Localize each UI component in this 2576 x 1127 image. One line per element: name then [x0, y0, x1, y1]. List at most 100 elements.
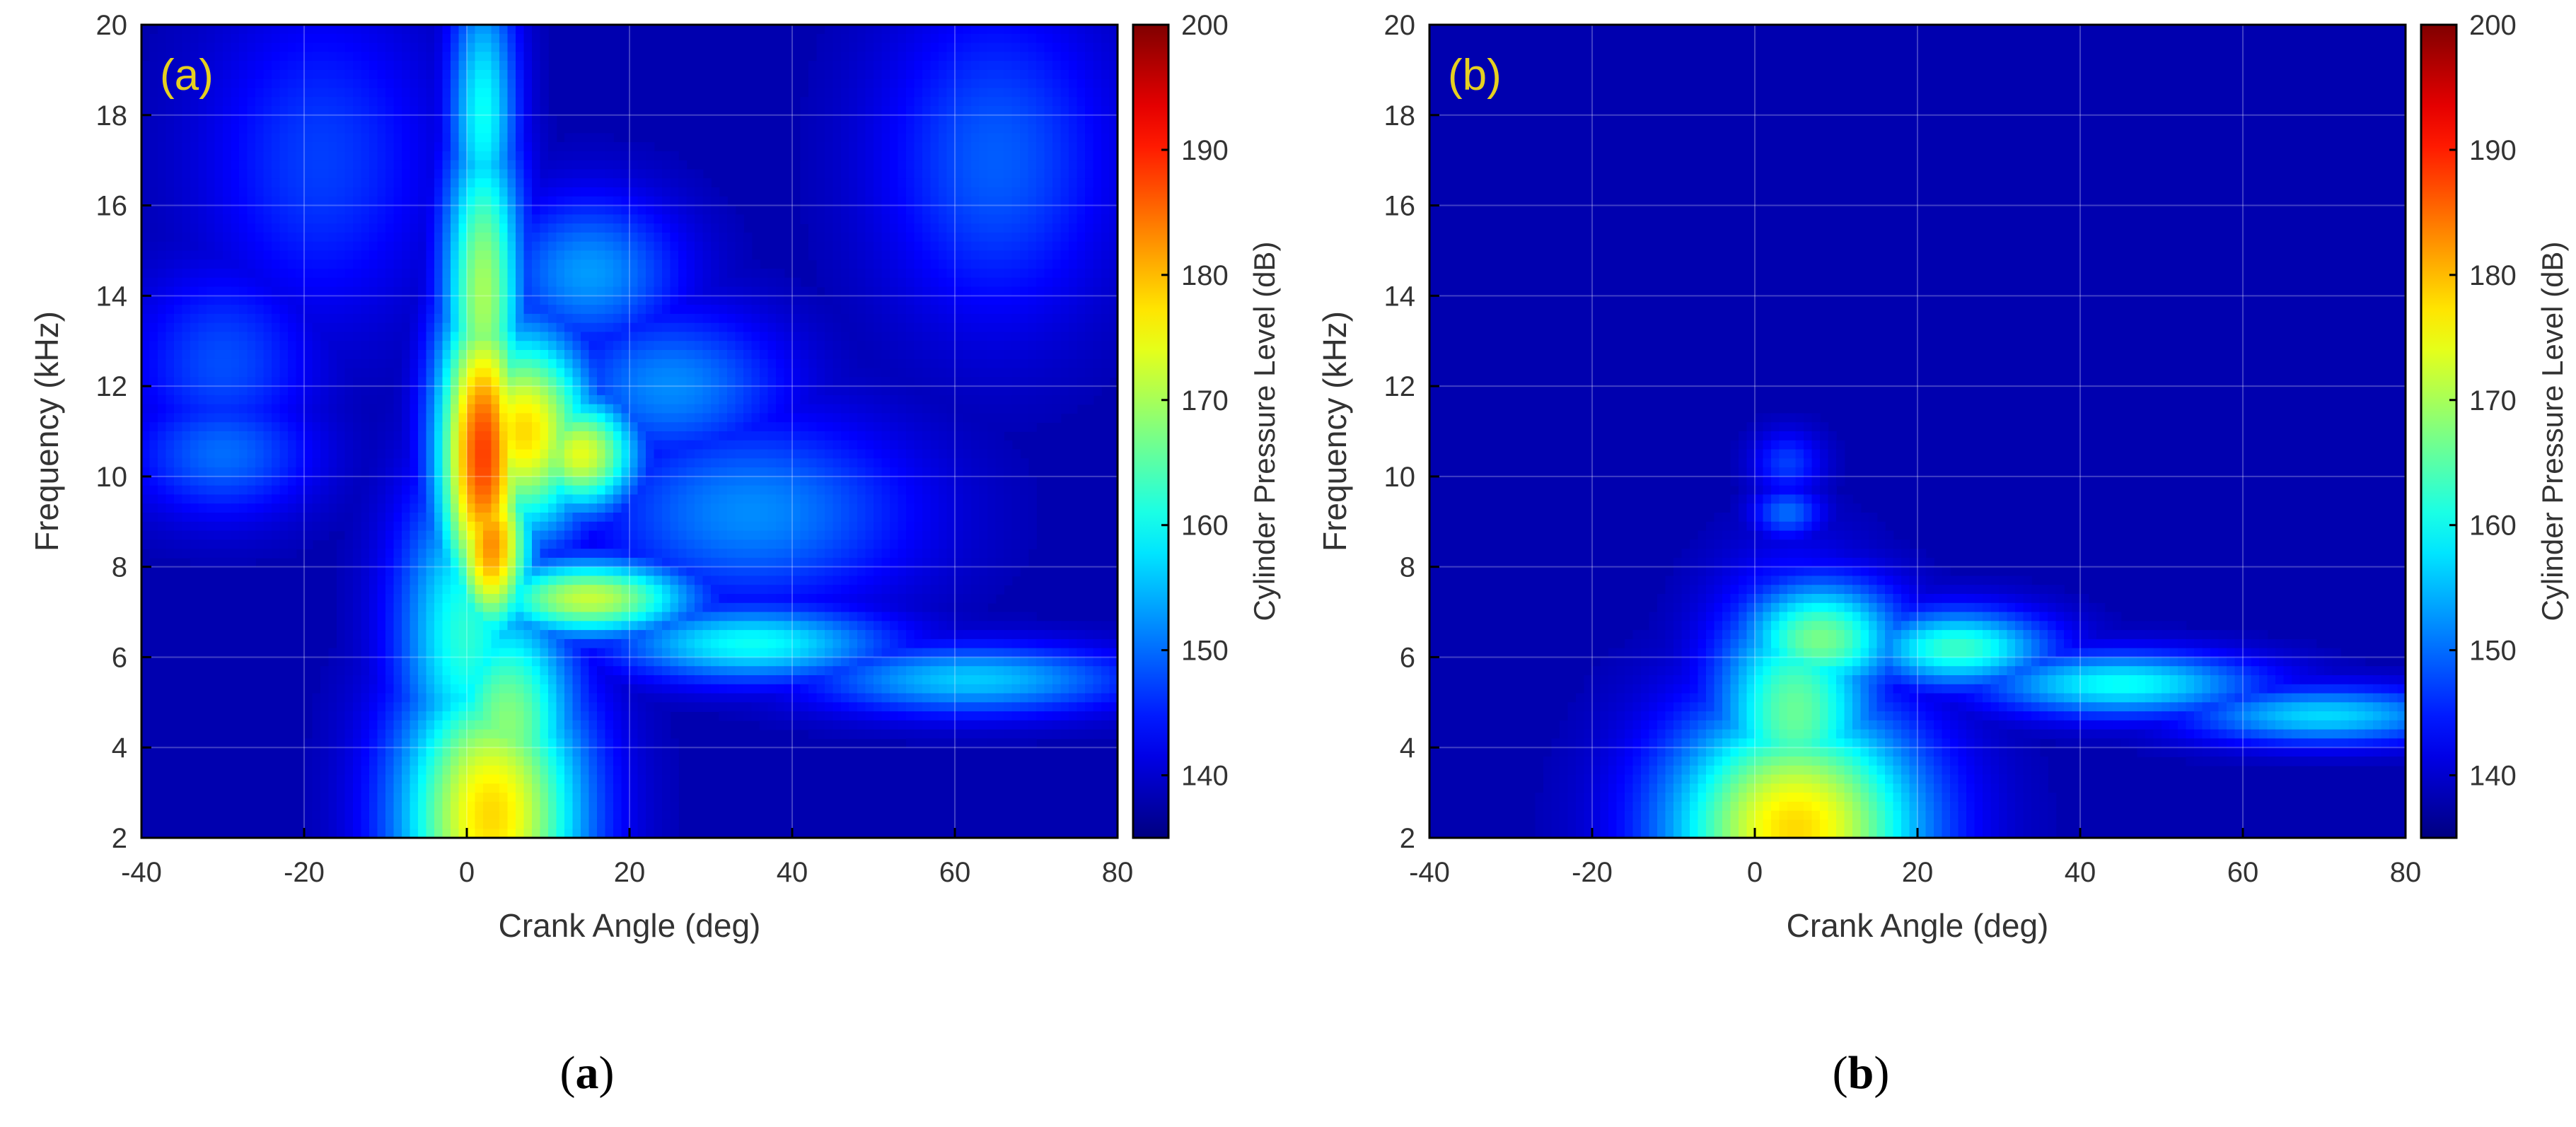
heatmap-cell: [532, 783, 541, 793]
heatmap-cell: [361, 467, 370, 477]
heatmap-cell: [304, 78, 313, 89]
heatmap-cell: [499, 78, 509, 89]
heatmap-cell: [312, 269, 321, 279]
heatmap-cell: [296, 386, 305, 396]
heatmap-cell: [662, 702, 671, 712]
heatmap-cell: [141, 494, 151, 505]
heatmap-cell: [499, 720, 509, 730]
heatmap-cell: [272, 377, 281, 387]
heatmap-cell: [174, 124, 183, 134]
heatmap-cell: [605, 829, 614, 838]
heatmap-cell: [467, 88, 476, 98]
heatmap-cell: [158, 440, 167, 450]
heatmap-cell: [523, 720, 533, 730]
heatmap-cell: [207, 404, 216, 414]
heatmap-cell: [523, 783, 533, 793]
heatmap-cell: [385, 440, 395, 450]
heatmap-cell: [637, 386, 646, 396]
heatmap-cell: [361, 377, 370, 387]
heatmap-cell: [353, 467, 362, 477]
heatmap-cell: [312, 747, 321, 757]
heatmap-cell: [605, 358, 614, 369]
heatmap-cell: [646, 702, 655, 712]
heatmap-cell: [182, 142, 191, 152]
heatmap-cell: [239, 241, 248, 252]
heatmap-cell: [588, 395, 598, 405]
heatmap-cell: [353, 810, 362, 821]
heatmap-cell: [304, 467, 313, 477]
heatmap-cell: [353, 539, 362, 549]
heatmap-cell: [532, 757, 541, 766]
heatmap-cell: [320, 757, 330, 766]
heatmap-cell: [166, 377, 175, 387]
heatmap-cell: [344, 729, 354, 740]
heatmap-cell: [272, 232, 281, 243]
heatmap-cell: [231, 106, 240, 116]
heatmap-cell: [491, 521, 500, 532]
heatmap-cell: [467, 467, 476, 477]
heatmap-cell: [613, 566, 622, 577]
heatmap-cell: [312, 458, 321, 468]
heatmap-cell: [451, 602, 460, 613]
heatmap-cell: [402, 648, 411, 658]
heatmap-cell: [451, 377, 460, 387]
heatmap-cell: [572, 638, 581, 649]
heatmap-cell: [451, 801, 460, 812]
heatmap-cell: [475, 666, 484, 676]
heatmap-cell: [344, 638, 354, 649]
heatmap-cell: [662, 196, 671, 206]
heatmap-cell: [328, 350, 337, 360]
heatmap-cell: [369, 503, 378, 513]
heatmap-cell: [296, 350, 305, 360]
heatmap-cell: [426, 602, 435, 613]
heatmap-cell: [255, 341, 265, 351]
heatmap-cell: [344, 350, 354, 360]
heatmap-cell: [385, 106, 395, 116]
heatmap-cell: [190, 350, 199, 360]
heatmap-cell: [337, 386, 346, 396]
heatmap-cell: [483, 513, 492, 522]
heatmap-cell: [475, 657, 484, 667]
heatmap-cell: [247, 106, 256, 116]
heatmap-cell: [507, 765, 516, 776]
heatmap-cell: [214, 332, 224, 342]
heatmap-cell: [320, 449, 330, 460]
heatmap-cell: [621, 196, 630, 206]
heatmap-cell: [556, 277, 565, 288]
heatmap-cell: [630, 178, 639, 188]
heatmap-cell: [296, 449, 305, 460]
heatmap-cell: [581, 296, 590, 305]
heatmap-cell: [263, 78, 272, 89]
heatmap-cell: [263, 61, 272, 71]
heatmap-cell: [377, 684, 386, 694]
heatmap-cell: [523, 178, 533, 188]
heatmap-cell: [402, 395, 411, 405]
heatmap-cell: [190, 513, 199, 522]
heatmap-cell: [630, 386, 639, 396]
heatmap-cell: [646, 160, 655, 170]
heatmap-cell: [475, 684, 484, 694]
heatmap-cell: [588, 142, 598, 152]
heatmap-cell: [320, 296, 330, 305]
heatmap-cell: [231, 377, 240, 387]
heatmap-cell: [174, 494, 183, 505]
heatmap-cell: [434, 793, 443, 802]
heatmap-cell: [491, 223, 500, 233]
heatmap-cell: [523, 124, 533, 134]
heatmap-cell: [328, 33, 337, 44]
heatmap-cell: [630, 332, 639, 342]
heatmap-cell: [410, 720, 419, 730]
heatmap-cell: [418, 521, 427, 532]
heatmap-cell: [451, 829, 460, 838]
heatmap-cell: [613, 269, 622, 279]
heatmap-cell: [605, 178, 614, 188]
heatmap-cell: [475, 358, 484, 369]
heatmap-cell: [564, 557, 574, 568]
heatmap-cell: [613, 422, 622, 432]
heatmap-cell: [149, 196, 158, 206]
heatmap-cell: [223, 187, 232, 197]
heatmap-cell: [458, 169, 468, 180]
heatmap-cell: [458, 413, 468, 424]
heatmap-cell: [507, 413, 516, 424]
heatmap-cell: [141, 69, 151, 80]
